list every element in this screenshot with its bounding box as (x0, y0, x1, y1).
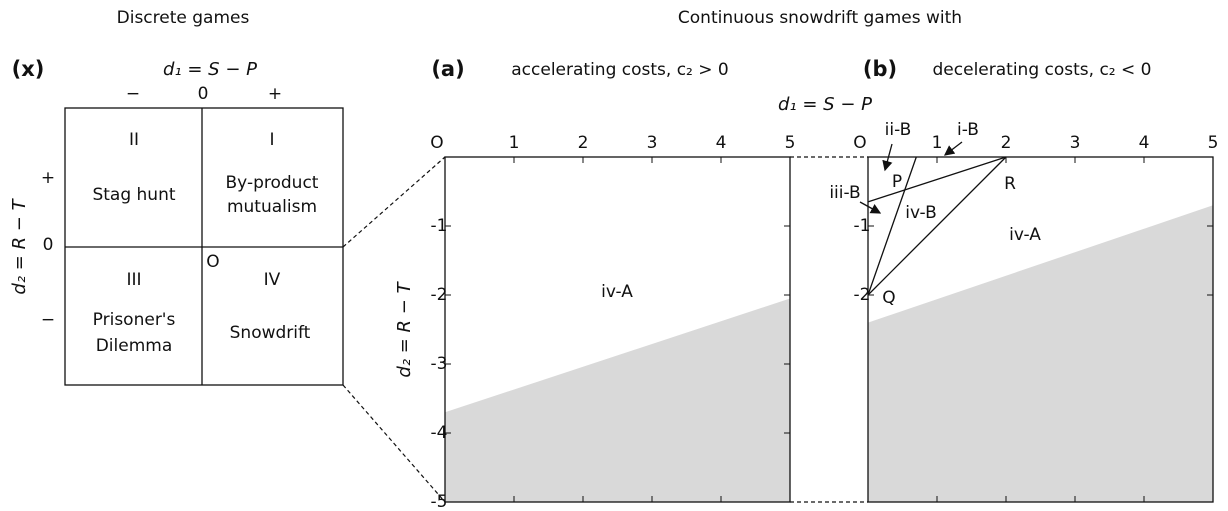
sign: + (41, 168, 55, 188)
sign: 0 (198, 84, 209, 104)
point-label: P (892, 172, 902, 192)
x-tick-label: O (430, 133, 443, 153)
plot-frame (444, 156, 791, 503)
x-tick-label: 5 (785, 133, 796, 153)
boundary-line (867, 156, 1007, 203)
connector (342, 384, 446, 503)
connector (342, 156, 446, 248)
point-label: Q (882, 288, 895, 308)
x-tick-label: 1 (509, 133, 520, 153)
title: Continuous snowdrift games with (678, 8, 962, 28)
panel-label: (x) (12, 57, 45, 81)
quadrant-numeral: II (129, 130, 139, 150)
region-label: iv-B (905, 203, 937, 223)
panel-label: (a) (431, 57, 464, 81)
axis-label: d₂ = R − T (9, 197, 30, 294)
region-label: iv-A (1009, 225, 1041, 245)
x-tick-label: O (853, 133, 866, 153)
subtitle: decelerating costs, c₂ < 0 (933, 60, 1152, 80)
quadrant-name: Snowdrift (230, 323, 311, 343)
region-label: ii-B (885, 120, 912, 140)
shaded-region (445, 298, 790, 502)
quadrant-name: mutualism (227, 197, 317, 217)
arrow (859, 201, 882, 214)
x-tick-label: 3 (1070, 133, 1081, 153)
quadrant-name: Dilemma (96, 336, 173, 356)
axis-label: d₁ = S − P (778, 94, 872, 115)
axis-label: d₂ = R − T (394, 280, 415, 377)
x-tick-label: 3 (647, 133, 658, 153)
region-label: iii-B (829, 183, 860, 203)
x-tick-label: 1 (932, 133, 943, 153)
point-label: R (1004, 174, 1016, 194)
shaded-region (868, 205, 1213, 503)
sign: − (126, 84, 140, 104)
region-label: i-B (957, 120, 979, 140)
y-tick-label: -4 (431, 423, 448, 443)
title: Discrete games (117, 8, 250, 28)
subtitle: accelerating costs, c₂ > 0 (511, 60, 728, 80)
x-tick-label: 4 (1139, 133, 1150, 153)
quadrant-numeral: I (269, 130, 274, 150)
sign: + (268, 84, 282, 104)
y-tick-label: -1 (431, 216, 448, 236)
quadrant-numeral: III (126, 270, 141, 290)
plot-frame (867, 156, 1214, 503)
x-tick-label: 2 (1001, 133, 1012, 153)
arrow (943, 141, 963, 156)
quadrant-name: By-product (226, 173, 319, 193)
origin-label: O (206, 252, 219, 272)
quadrant-name: Prisoner's (93, 310, 176, 330)
x-tick-label: 5 (1208, 133, 1219, 153)
y-tick-label: -2 (854, 285, 871, 305)
quadrant-name: Stag hunt (92, 185, 175, 205)
y-tick-label: -5 (431, 492, 448, 511)
x-tick-label: 2 (578, 133, 589, 153)
axis-label: d₁ = S − P (163, 59, 257, 80)
sign: − (41, 310, 55, 330)
boundary-line (867, 156, 1007, 296)
boundary-line (867, 156, 917, 296)
region-label: iv-A (601, 282, 633, 302)
y-tick-label: -2 (431, 285, 448, 305)
y-tick-label: -1 (854, 216, 871, 236)
y-tick-label: -3 (431, 354, 448, 374)
panel-label: (b) (863, 57, 897, 81)
quadrant-numeral: IV (264, 270, 281, 290)
arrow (882, 143, 893, 172)
sign: 0 (43, 235, 54, 255)
x-tick-label: 4 (716, 133, 727, 153)
